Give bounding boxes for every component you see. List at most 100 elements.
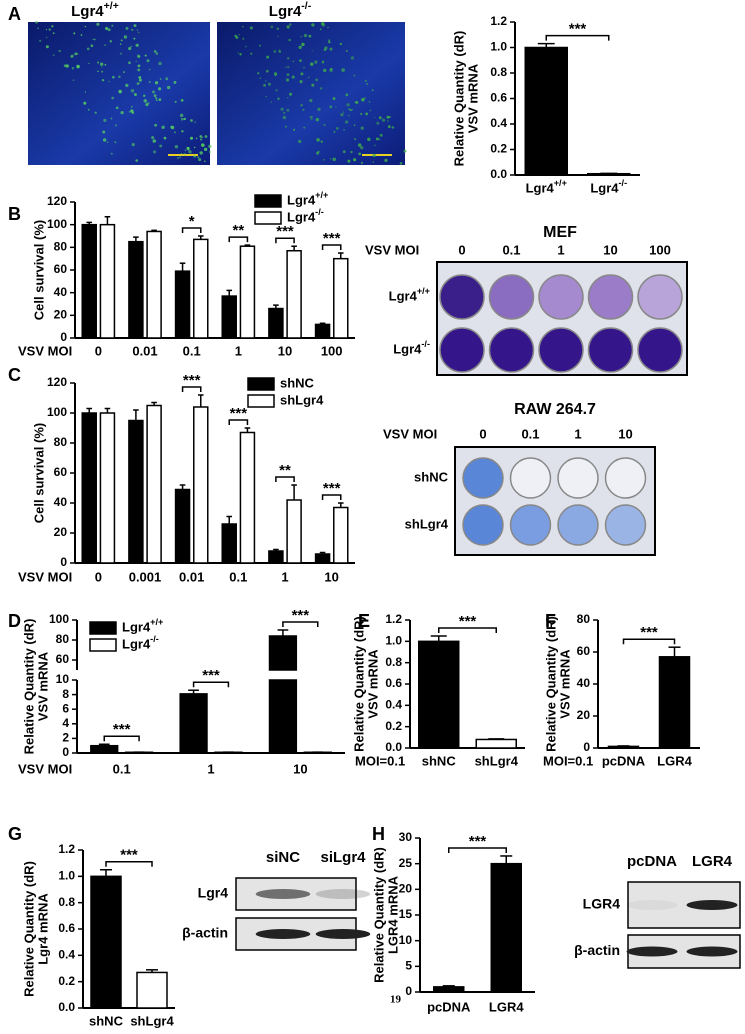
speckle [329, 67, 333, 71]
bar [268, 307, 284, 339]
speckle [112, 75, 115, 79]
y-tick-label: 60 [577, 644, 591, 658]
x-axis-label: VSV MOI [18, 761, 72, 776]
speckle [348, 108, 351, 111]
x-tick-label: 0.1 [183, 343, 201, 358]
error-bar [151, 401, 157, 406]
superscript: -/- [421, 339, 430, 349]
bar [90, 875, 122, 1009]
significance-bracket [321, 494, 342, 500]
speckle [163, 136, 167, 140]
y-tick-label: 2 [62, 731, 69, 745]
bar [99, 412, 116, 564]
speckle [353, 74, 356, 77]
speckle [323, 68, 327, 73]
speckle [366, 82, 369, 86]
bar [193, 406, 209, 564]
speckle [347, 159, 351, 163]
speckle [311, 83, 315, 87]
speckle [180, 153, 183, 155]
y-tick-label: 80 [56, 632, 70, 646]
error-bar [337, 252, 344, 259]
y-tick-label: 0.2 [385, 719, 402, 733]
speckle [280, 107, 284, 111]
x-tick-label: Lgr4-/- [590, 178, 627, 195]
speckle [286, 78, 290, 82]
significance-bracket [181, 386, 202, 392]
error-bar [291, 245, 297, 251]
speckle [137, 68, 141, 72]
legend-label: Lgr4-/- [287, 207, 324, 224]
speckle [357, 143, 362, 147]
speckle [327, 26, 329, 29]
speckle [128, 46, 132, 51]
speckle [286, 97, 289, 99]
speckle [188, 150, 192, 154]
y-tick-label: 0.0 [490, 167, 507, 181]
speckle [99, 62, 104, 66]
y-tick-label: 100 [49, 612, 69, 626]
superscript: +/+ [315, 190, 328, 200]
speckle [161, 125, 165, 129]
speckle [344, 120, 349, 124]
speckle [101, 66, 103, 68]
plate-column-label: 10 [618, 426, 632, 441]
speckle [266, 55, 270, 59]
speckle [90, 44, 94, 48]
speckle [45, 28, 48, 31]
y-tick-label: 60 [54, 465, 68, 479]
x-axis-label: MOI=0.1 [543, 753, 593, 768]
bar [239, 245, 256, 339]
speckle [372, 161, 374, 163]
speckle [276, 27, 279, 30]
blot-row-label: LGR4 [583, 896, 621, 912]
speckle [133, 24, 137, 28]
significance-label: *** [230, 405, 248, 422]
significance-bracket [545, 34, 610, 41]
bar [99, 223, 116, 339]
speckle [153, 50, 157, 53]
x-tick-label: LGR4 [489, 999, 524, 1014]
speckle [360, 146, 364, 150]
speckle [102, 130, 106, 134]
panel-label: B [8, 204, 21, 224]
panel-label: F [545, 611, 556, 631]
x-axis-label: MOI=0.1 [355, 753, 405, 768]
speckle [183, 152, 186, 156]
blot-column-label: siLgr4 [320, 849, 366, 866]
speckle [369, 109, 372, 112]
error-bar [442, 985, 455, 987]
speckle [115, 106, 119, 110]
blot-column-label: siNC [266, 849, 300, 866]
well [439, 274, 485, 320]
speckle [101, 79, 105, 82]
speckle [311, 50, 313, 52]
speckle [143, 94, 146, 98]
well [604, 457, 647, 499]
speckle [364, 79, 368, 83]
speckle [35, 20, 38, 24]
significance-label: *** [120, 847, 138, 864]
speckle [353, 124, 356, 126]
speckle [128, 61, 131, 65]
speckle [48, 28, 51, 31]
error-bar [104, 215, 111, 225]
speckle [110, 152, 113, 155]
speckle [122, 71, 125, 74]
y-axis-label: Relative Quantity (dR) [543, 616, 558, 752]
y-tick-label: 0.6 [385, 676, 402, 690]
micrograph-label: Lgr4+/+ [71, 0, 119, 20]
plate-column-label: 1 [574, 426, 581, 441]
y-axis-label: Relative Quantity (dR) [351, 616, 366, 752]
y-tick-label: 0.4 [58, 948, 75, 962]
y-tick-label: 0 [583, 740, 590, 754]
well [462, 457, 504, 499]
y-tick-label: 0.4 [385, 698, 402, 712]
speckle [315, 117, 320, 122]
x-tick-label: 0.001 [129, 569, 162, 584]
legend-swatch [254, 211, 282, 225]
bar [268, 550, 284, 564]
error-bar [337, 502, 344, 508]
speckle [125, 83, 129, 87]
speckle [208, 150, 212, 153]
